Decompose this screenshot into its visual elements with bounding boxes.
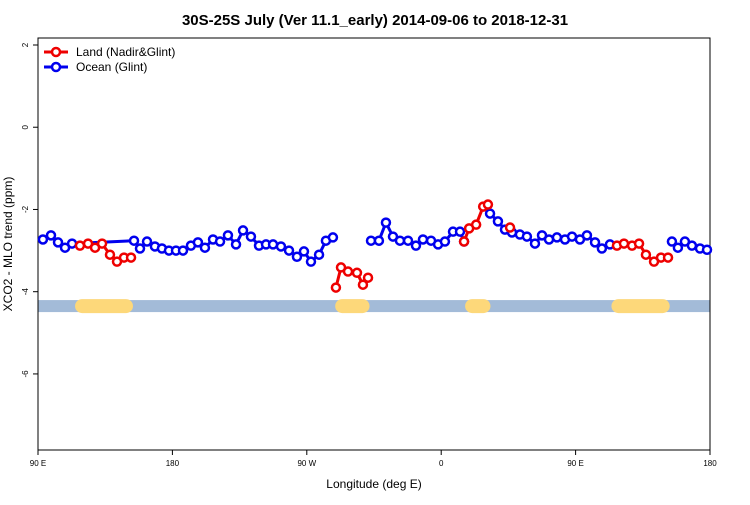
data-point xyxy=(125,252,137,263)
data-point xyxy=(357,279,369,290)
data-point xyxy=(52,237,64,248)
x-tick-label: 0 xyxy=(439,459,444,468)
y-tick-label: -2 xyxy=(21,205,30,213)
data-point xyxy=(222,230,234,241)
data-point xyxy=(342,266,354,277)
data-point xyxy=(237,225,249,236)
data-point xyxy=(291,251,303,262)
y-tick-label: 2 xyxy=(21,42,30,47)
data-point xyxy=(141,236,153,247)
data-point xyxy=(373,235,385,246)
land-segment xyxy=(465,299,491,314)
legend-marker xyxy=(50,61,62,73)
x-axis-label: Longitude (deg E) xyxy=(326,477,421,491)
x-tick-label: 90 E xyxy=(30,459,46,468)
data-point xyxy=(551,232,563,243)
data-point xyxy=(283,245,295,256)
data-point xyxy=(351,267,363,279)
data-point xyxy=(327,232,339,243)
data-point xyxy=(245,231,257,242)
x-tick-label: 180 xyxy=(703,459,717,468)
land-segment xyxy=(335,299,370,314)
data-point xyxy=(666,236,678,247)
ocean-band xyxy=(38,300,710,313)
data-point xyxy=(410,240,422,251)
plot-frame xyxy=(37,37,711,451)
data-point xyxy=(633,238,645,249)
data-point xyxy=(417,234,429,245)
data-point xyxy=(589,237,601,248)
y-axis-label: XCO2 - MLO trend (ppm) xyxy=(1,177,15,312)
land-segment xyxy=(611,299,670,314)
data-point xyxy=(128,235,140,246)
data-point xyxy=(192,237,204,248)
legend-label: Land (Nadir&Glint) xyxy=(76,45,175,59)
data-point xyxy=(305,256,317,267)
data-point xyxy=(504,222,516,233)
data-point xyxy=(74,240,86,251)
data-point xyxy=(104,249,116,260)
data-point xyxy=(618,238,630,249)
data-point xyxy=(298,246,310,257)
data-point xyxy=(686,240,698,251)
data-point xyxy=(96,238,108,249)
data-point xyxy=(330,282,342,293)
data-point xyxy=(581,230,593,241)
data-point xyxy=(454,226,466,237)
chart-title: 30S-25S July (Ver 11.1_early) 2014-09-06… xyxy=(182,12,568,29)
data-point xyxy=(596,243,608,254)
data-point xyxy=(45,230,57,241)
x-tick-label: 180 xyxy=(166,459,180,468)
data-point xyxy=(199,242,211,253)
data-point xyxy=(701,244,713,256)
x-tick-label: 90 W xyxy=(297,459,316,468)
data-point xyxy=(529,238,541,249)
y-tick-label: 0 xyxy=(21,124,30,129)
data-point xyxy=(484,208,496,219)
data-point xyxy=(458,236,470,247)
land-segment xyxy=(75,299,133,314)
data-point xyxy=(521,231,533,242)
legend-label: Ocean (Glint) xyxy=(76,60,147,74)
data-point xyxy=(640,249,652,260)
legend-marker xyxy=(50,46,62,58)
data-point xyxy=(37,234,49,245)
data-point xyxy=(402,235,414,246)
y-tick-label: -4 xyxy=(21,288,30,296)
data-point xyxy=(275,241,287,252)
x-tick-label: 90 E xyxy=(567,459,583,468)
data-point xyxy=(470,219,482,230)
data-point xyxy=(313,249,325,260)
data-point xyxy=(362,272,374,283)
data-point xyxy=(134,243,146,254)
data-point xyxy=(177,245,189,256)
data-point xyxy=(482,199,494,210)
data-point xyxy=(492,216,504,227)
data-point xyxy=(380,217,392,228)
data-point xyxy=(672,242,684,253)
data-point xyxy=(394,235,406,246)
data-point xyxy=(662,252,674,263)
y-tick-label: -6 xyxy=(21,370,30,378)
data-point xyxy=(214,236,226,247)
data-point xyxy=(439,236,451,247)
data-point xyxy=(230,239,242,250)
